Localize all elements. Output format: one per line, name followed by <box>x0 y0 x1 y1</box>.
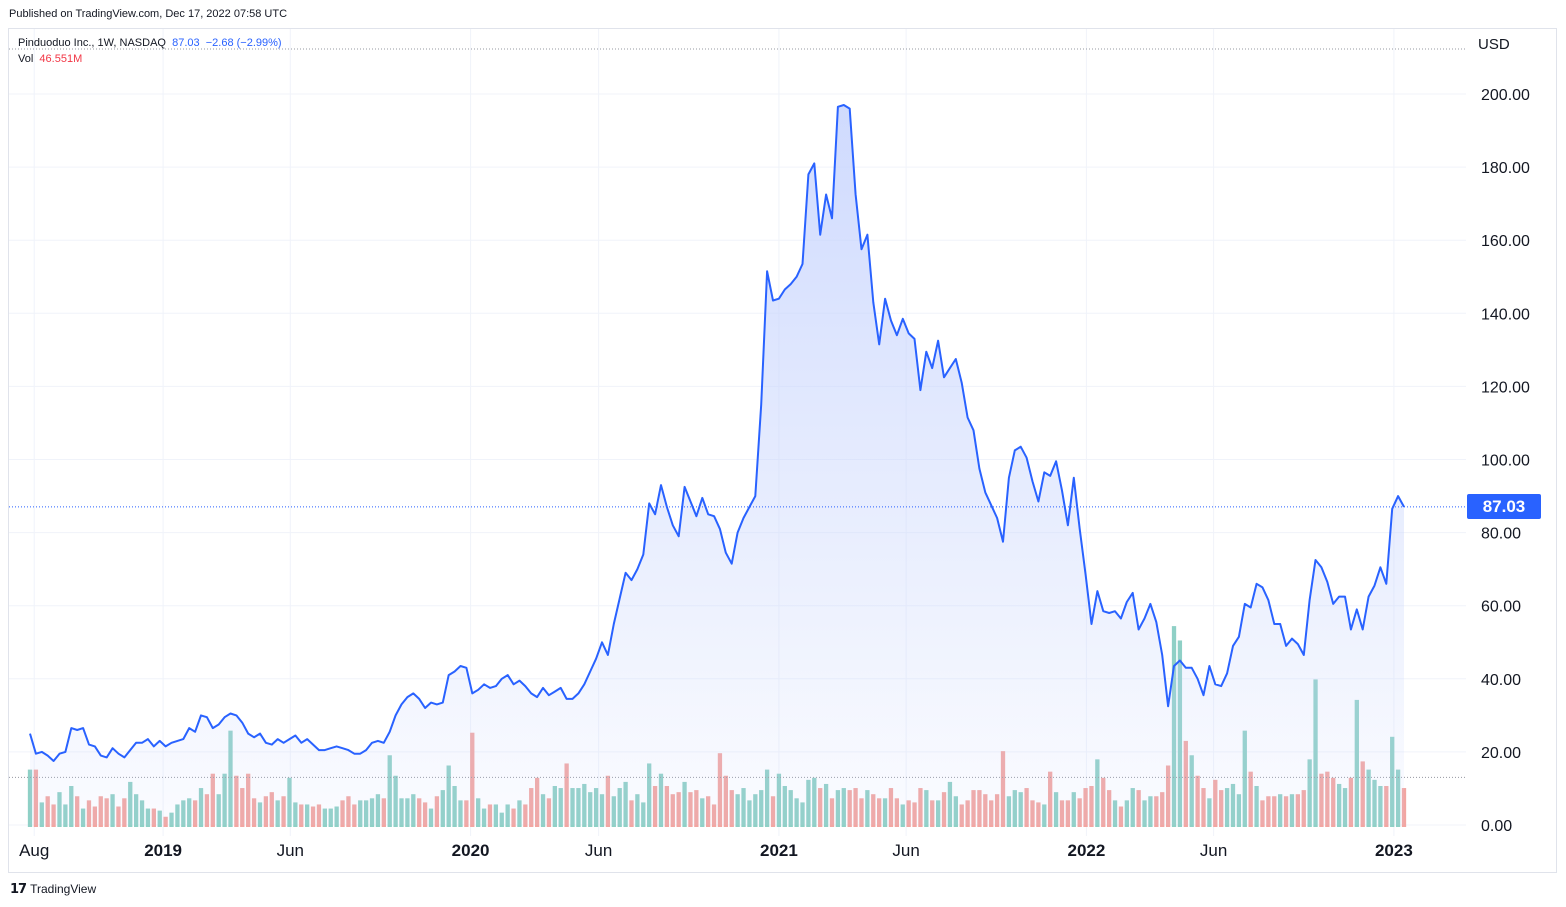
currency-label: USD <box>1478 36 1510 53</box>
x-tick-label: Jun <box>277 841 304 860</box>
price-area <box>30 105 1404 825</box>
x-tick-label: 2022 <box>1067 841 1105 860</box>
chart-legend: Pinduoduo Inc., 1W, NASDAQ 87.03 −2.68 (… <box>18 35 282 67</box>
x-tick-label: 2019 <box>144 841 182 860</box>
y-tick-label: 20.00 <box>1481 745 1521 762</box>
legend-change: −2.68 (−2.99%) <box>205 37 282 49</box>
x-tick-label: Jun <box>1200 841 1227 860</box>
price-line <box>29 104 1405 762</box>
chart-frame <box>8 28 1557 873</box>
y-tick-label: 140.00 <box>1481 306 1530 323</box>
y-tick-label: 60.00 <box>1481 599 1521 616</box>
x-tick-label: 2021 <box>760 841 798 860</box>
legend-vol-value: 46.551M <box>39 53 83 65</box>
legend-volume-row[interactable]: Vol 46.551M <box>18 51 282 67</box>
legend-vol-label: Vol <box>18 53 34 65</box>
y-tick-label: 160.00 <box>1481 233 1530 250</box>
footer-brand-name: TradingView <box>30 882 97 896</box>
y-tick-label: 200.00 <box>1481 87 1530 104</box>
y-tick-label: 120.00 <box>1481 379 1530 396</box>
footer-brand[interactable]: 𝟭𝟳 TradingView <box>10 881 96 897</box>
published-caption: Published on TradingView.com, Dec 17, 20… <box>9 8 288 20</box>
x-tick-label: 2023 <box>1375 841 1413 860</box>
y-tick-label: 80.00 <box>1481 526 1521 543</box>
tradingview-logo-icon: 𝟭𝟳 <box>10 881 27 896</box>
y-tick-label: 100.00 <box>1481 453 1530 470</box>
legend-last-price: 87.03 <box>172 37 200 49</box>
x-tick-label: Jun <box>892 841 919 860</box>
legend-symbol: Pinduoduo Inc., 1W, NASDAQ <box>18 37 166 49</box>
y-tick-label: 40.00 <box>1481 672 1521 689</box>
last-price-tag: 87.03 <box>1467 494 1541 520</box>
x-tick-label: Aug <box>19 841 49 860</box>
legend-symbol-row[interactable]: Pinduoduo Inc., 1W, NASDAQ 87.03 −2.68 (… <box>18 35 282 51</box>
x-tick-label: 2020 <box>452 841 490 860</box>
x-tick-label: Jun <box>585 841 612 860</box>
y-tick-label: 0.00 <box>1481 818 1512 835</box>
y-tick-label: 180.00 <box>1481 160 1530 177</box>
